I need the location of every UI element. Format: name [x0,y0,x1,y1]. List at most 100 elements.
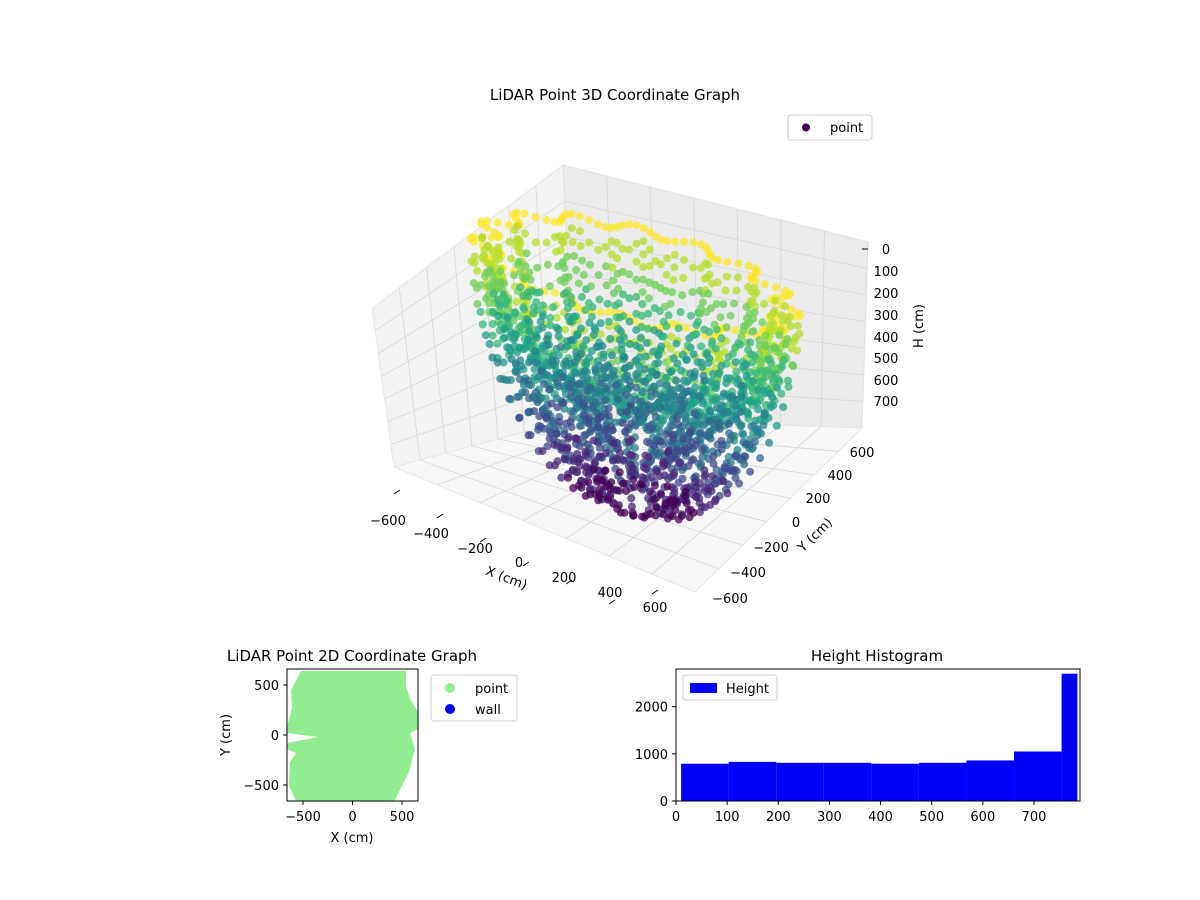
lidar-point [642,408,651,417]
lidar-point [725,429,734,438]
lidar-point [669,471,678,480]
x-tick-label: 600 [970,810,995,825]
lidar-point [725,420,733,428]
lidar-point [716,313,725,322]
lidar-point [691,383,699,392]
lidar-point [681,488,690,496]
lidar-point [526,431,535,440]
legend-point-marker [445,683,455,693]
lidar-point [632,383,640,392]
lidar-point [585,353,593,362]
lidar-point [632,292,641,301]
lidar-point [495,300,503,309]
lidar-point [598,341,607,350]
lidar-point [590,389,599,397]
lidar-point [583,440,592,449]
lidar-point [622,487,631,495]
lidar-point [681,414,690,423]
lidar-point [717,361,726,370]
lidar-point [698,452,707,461]
lidar-point [659,462,668,471]
lidar-point [619,333,628,342]
lidar-point [567,293,575,302]
z-tick-label: 200 [874,287,899,302]
plot-2d: LiDAR Point 2D Coordinate Graph −500 0 5… [219,647,518,846]
lidar-point [608,263,617,272]
lidar-point [643,324,652,333]
lidar-point [689,238,698,247]
lidar-point [480,251,489,260]
lidar-point [490,253,499,262]
lidar-point [567,336,576,344]
lidar-point [766,320,775,329]
lidar-point [602,281,611,290]
lidar-point [732,367,741,376]
lidar-point [640,365,649,374]
lidar-point [684,387,693,395]
lidar-point [538,301,547,310]
lidar-point [637,323,646,331]
histogram-bar [871,763,919,801]
lidar-point [672,339,681,348]
lidar-point [689,263,698,272]
lidar-point [574,379,583,388]
lidar-point [484,258,492,267]
lidar-point [669,275,678,284]
lidar-point [521,262,530,271]
lidar-point [667,332,676,341]
lidar-point [719,300,728,309]
histogram-bars [681,673,1078,801]
lidar-point [551,288,560,297]
lidar-point [547,399,556,408]
y-tick-label: −400 [730,566,766,581]
lidar-point [671,237,680,246]
lidar-point [609,276,618,285]
z-ticks-3d: 0 100 200 300 400 500 600 700 H (cm) [862,243,927,410]
lidar-point [596,485,605,493]
lidar-point [573,396,582,405]
lidar-point [596,319,605,328]
lidar-point [722,272,731,281]
lidar-point [520,209,529,218]
x-tick-label: 700 [1022,810,1047,825]
lidar-point [525,268,534,277]
lidar-point [604,495,613,504]
lidar-point [527,337,536,346]
lidar-point [515,375,524,384]
lidar-point [639,237,648,246]
lidar-point [564,434,573,443]
lidar-point [530,365,539,374]
lidar-point [599,350,608,359]
lidar-point [691,410,700,419]
lidar-point [632,239,641,248]
lidar-point [730,465,739,474]
lidar-point [650,495,659,504]
lidar-point [614,299,623,308]
lidar-point [644,373,653,382]
lidar-point [656,448,665,457]
lidar-point [515,413,524,422]
lidar-point [543,260,552,269]
histogram-legend-label: Height [726,682,769,697]
lidar-point [488,331,497,340]
lidar-point [689,373,698,381]
lidar-point [606,485,615,493]
lidar-point [548,303,557,312]
plot-2d-title: LiDAR Point 2D Coordinate Graph [227,647,477,665]
lidar-point [758,318,767,327]
lidar-point [613,486,622,495]
lidar-point [626,401,635,410]
lidar-point [748,377,757,386]
legend-3d: point [787,114,873,141]
lidar-point [663,237,672,246]
lidar-point [648,367,656,376]
lidar-point [764,366,773,375]
lidar-point [608,351,616,360]
lidar-point [573,435,582,444]
lidar-point [781,286,790,295]
lidar-point [708,279,716,288]
lidar-point [732,411,740,420]
lidar-point [638,300,647,308]
lidar-point [675,459,684,467]
